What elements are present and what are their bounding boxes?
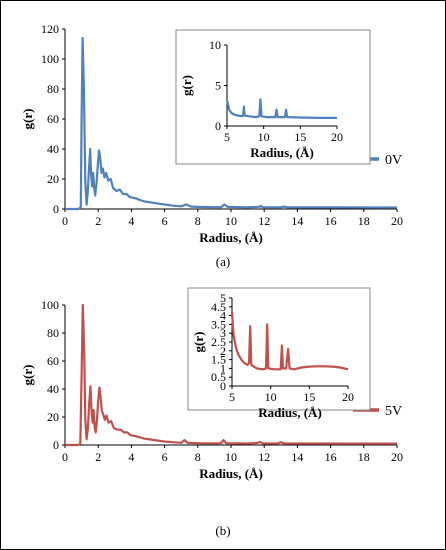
inset-y-tick-label: 1.5 <box>211 353 226 367</box>
inset-y-tick-label: 4 <box>220 309 226 323</box>
inset-y-tick-label: 3 <box>220 326 226 340</box>
x-axis-title: Radius, (Å) <box>199 466 263 481</box>
inset-y-axis-title: g(r) <box>191 332 206 353</box>
y-tick-label: 20 <box>47 172 59 186</box>
y-tick-label: 120 <box>41 22 59 36</box>
inset-x-tick-label: 5 <box>224 130 230 144</box>
inset-frame <box>187 287 371 411</box>
x-tick-label: 20 <box>391 450 403 464</box>
inset-x-tick-label: 15 <box>303 390 315 404</box>
y-tick-label: 80 <box>47 326 59 340</box>
inset-y-tick-label: 2 <box>220 344 226 358</box>
y-axis-title: g(r) <box>20 109 35 130</box>
inset-y-tick-label: 5 <box>215 79 221 93</box>
inset-x-tick-label: 5 <box>229 390 235 404</box>
inset-x-tick-label: 10 <box>265 390 277 404</box>
inset-y-tick-label: 5 <box>220 291 226 305</box>
inset-x-tick-label: 20 <box>342 390 354 404</box>
y-tick-label: 80 <box>47 82 59 96</box>
panel-label: (a) <box>216 254 230 269</box>
inset-y-tick-label: 2.5 <box>211 335 226 349</box>
inset-series-line <box>230 312 349 371</box>
x-tick-label: 14 <box>291 214 303 228</box>
y-axis-title: g(r) <box>20 365 35 386</box>
x-axis-title: Radius, (Å) <box>199 230 263 245</box>
y-tick-label: 100 <box>41 298 59 312</box>
x-tick-label: 8 <box>195 214 201 228</box>
y-tick-label: 0 <box>53 438 59 452</box>
x-tick-label: 16 <box>325 214 337 228</box>
x-tick-label: 10 <box>225 214 237 228</box>
legend-label: 0V <box>385 153 402 168</box>
inset-y-tick-label: 0 <box>215 119 221 133</box>
x-tick-label: 16 <box>325 450 337 464</box>
legend-label: 5V <box>385 404 402 419</box>
y-tick-label: 40 <box>47 142 59 156</box>
inset-y-axis-title: g(r) <box>179 75 194 96</box>
inset-y-tick-label: 0.5 <box>211 370 226 384</box>
inset-y-tick-label: 1 <box>220 361 226 375</box>
inset-series-line <box>225 98 337 119</box>
inset-frame <box>175 29 371 165</box>
panel-label: (b) <box>215 523 230 538</box>
y-tick-label: 100 <box>41 52 59 66</box>
inset-x-tick-label: 20 <box>331 130 343 144</box>
x-tick-label: 12 <box>258 450 270 464</box>
inset-y-tick-label: 3.5 <box>211 317 226 331</box>
inset-x-tick-label: 10 <box>258 130 270 144</box>
x-tick-label: 12 <box>258 214 270 228</box>
inset-x-tick-label: 15 <box>294 130 306 144</box>
y-tick-label: 40 <box>47 382 59 396</box>
x-tick-label: 0 <box>62 450 68 464</box>
y-tick-label: 20 <box>47 410 59 424</box>
x-tick-label: 0 <box>62 214 68 228</box>
x-tick-label: 8 <box>195 450 201 464</box>
x-tick-label: 14 <box>291 450 303 464</box>
y-tick-label: 60 <box>47 354 59 368</box>
y-tick-label: 60 <box>47 112 59 126</box>
x-tick-label: 6 <box>162 450 168 464</box>
x-tick-label: 2 <box>95 450 101 464</box>
x-tick-label: 4 <box>128 214 134 228</box>
y-tick-label: 0 <box>53 202 59 216</box>
inset-x-axis-title: Radius, (Å) <box>250 145 314 160</box>
x-tick-label: 18 <box>358 214 370 228</box>
x-tick-label: 10 <box>225 450 237 464</box>
inset-y-tick-label: 10 <box>209 38 221 52</box>
inset-x-axis-title: Radius, (Å) <box>258 405 322 420</box>
inset-y-tick-label: 4.5 <box>211 300 226 314</box>
inset-y-tick-label: 0 <box>220 379 226 393</box>
x-tick-label: 2 <box>95 214 101 228</box>
x-tick-label: 20 <box>391 214 403 228</box>
x-tick-label: 4 <box>128 450 134 464</box>
x-tick-label: 6 <box>162 214 168 228</box>
x-tick-label: 18 <box>358 450 370 464</box>
series-line-5V <box>65 303 397 447</box>
series-line-0V <box>65 36 398 211</box>
